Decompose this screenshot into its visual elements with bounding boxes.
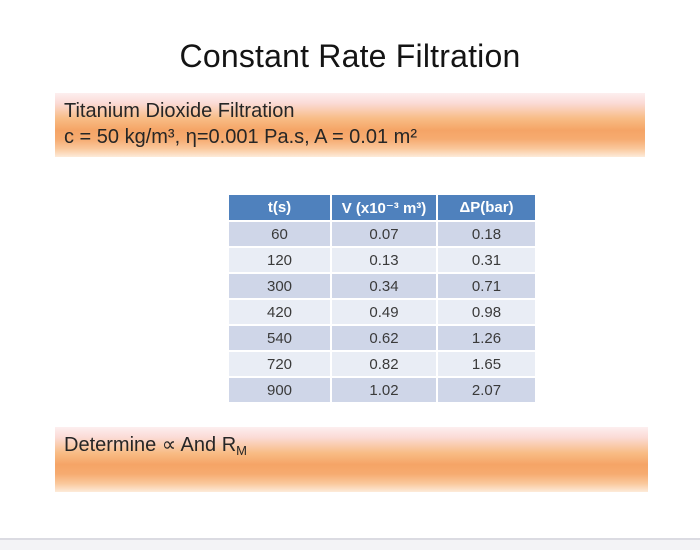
cell-volume: 0.82 [332,352,436,376]
table-row: 120 0.13 0.31 [229,248,535,272]
col-header-pressure: ΔP(bar) [438,195,535,220]
cell-volume: 0.34 [332,274,436,298]
cell-time: 300 [229,274,330,298]
cell-volume: 0.62 [332,326,436,350]
col-header-time: t(s) [229,195,330,220]
cell-pressure: 0.31 [438,248,535,272]
cell-pressure: 1.65 [438,352,535,376]
cell-volume: 0.13 [332,248,436,272]
cell-pressure: 0.18 [438,222,535,246]
task-banner-line: Determine ∝ And RM [64,432,638,464]
task-subscript: M [236,443,247,458]
slide-title: Constant Rate Filtration [179,38,521,74]
cell-time: 120 [229,248,330,272]
cell-time: 540 [229,326,330,350]
cell-pressure: 1.26 [438,326,535,350]
table-row: 720 0.82 1.65 [229,352,535,376]
table-row: 540 0.62 1.26 [229,326,535,350]
table-row: 60 0.07 0.18 [229,222,535,246]
table-row: 300 0.34 0.71 [229,274,535,298]
info-banner-line-1: Titanium Dioxide Filtration [64,100,295,122]
table-header-row: t(s) V (x10⁻³ m³) ΔP(bar) [229,195,535,220]
cell-pressure: 2.07 [438,378,535,402]
viewer-footer-strip [0,538,700,550]
info-banner: Titanium Dioxide Filtration c = 50 kg/m³… [55,93,645,157]
cell-volume: 1.02 [332,378,436,402]
cell-time: 900 [229,378,330,402]
cell-time: 420 [229,300,330,324]
task-banner: Determine ∝ And RM [55,427,648,492]
col-header-volume: V (x10⁻³ m³) [332,195,436,220]
filtration-data-table: t(s) V (x10⁻³ m³) ΔP(bar) 60 0.07 0.18 1… [227,193,537,404]
table-row: 900 1.02 2.07 [229,378,535,402]
task-text: Determine ∝ And R [64,434,237,456]
cell-volume: 0.49 [332,300,436,324]
cell-pressure: 0.71 [438,274,535,298]
table-row: 420 0.49 0.98 [229,300,535,324]
cell-pressure: 0.98 [438,300,535,324]
info-banner-line-2: c = 50 kg/m³, η=0.001 Pa.s, A = 0.01 m² [64,126,417,148]
cell-volume: 0.07 [332,222,436,246]
cell-time: 60 [229,222,330,246]
cell-time: 720 [229,352,330,376]
